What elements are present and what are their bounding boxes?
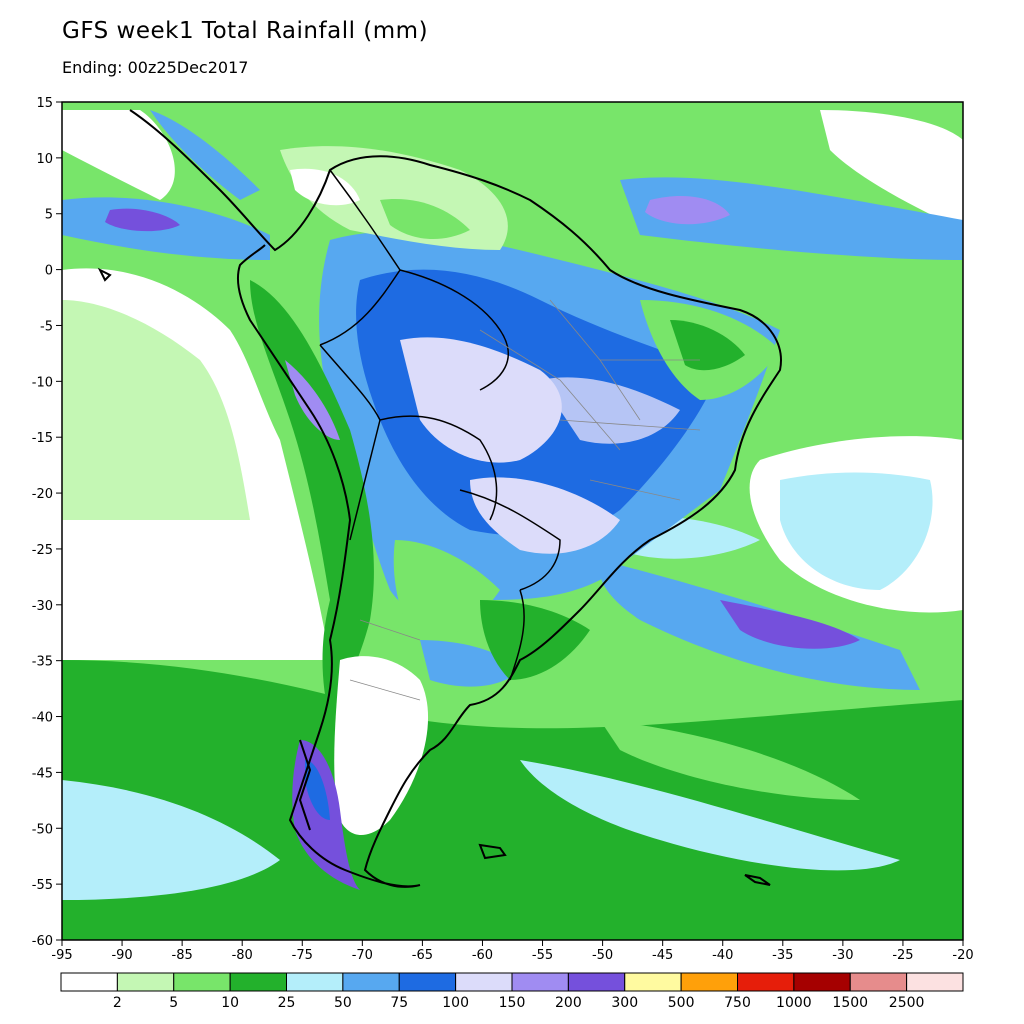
x-tick-label: -90 bbox=[111, 948, 132, 963]
x-tick-label: -20 bbox=[952, 948, 973, 963]
legend-swatch bbox=[680, 972, 738, 992]
legend-label: 200 bbox=[555, 995, 582, 1011]
x-tick-label: -40 bbox=[712, 948, 733, 963]
legend-swatch bbox=[342, 972, 400, 992]
legend-label: 10 bbox=[221, 995, 239, 1011]
legend-label: 150 bbox=[499, 995, 526, 1011]
legend-label: 1500 bbox=[832, 995, 868, 1011]
y-tick-label: -25 bbox=[32, 543, 53, 558]
legend-label: 2500 bbox=[889, 995, 925, 1011]
y-tick-label: 15 bbox=[36, 96, 53, 111]
y-tick-label: 0 bbox=[45, 264, 53, 279]
legend-label: 100 bbox=[442, 995, 469, 1011]
legend-swatch bbox=[455, 972, 513, 992]
legend-label: 2 bbox=[113, 995, 122, 1011]
y-axis-ticks: 15 10 5 0 -5 -10 -15 -20 -25 -30 -35 -40 -45 -50 -55 -6… bbox=[32, 96, 62, 949]
legend-swatch bbox=[60, 972, 118, 992]
y-tick-label: -10 bbox=[32, 375, 53, 390]
y-tick-label: -5 bbox=[40, 319, 53, 334]
legend-label: 300 bbox=[611, 995, 638, 1011]
x-tick-label: -50 bbox=[592, 948, 613, 963]
state-borders bbox=[349, 299, 701, 701]
legend-swatch bbox=[173, 972, 231, 992]
y-tick-label: -35 bbox=[32, 655, 53, 670]
rainfall-field bbox=[62, 102, 963, 940]
legend-swatch bbox=[849, 972, 908, 992]
legend-label: 50 bbox=[334, 995, 352, 1011]
legend-label: 5 bbox=[169, 995, 178, 1011]
country-borders bbox=[319, 169, 561, 681]
legend-label: 75 bbox=[390, 995, 408, 1011]
map-subtitle: Ending: 00z25Dec2017 bbox=[62, 58, 249, 77]
map-frame bbox=[61, 101, 964, 941]
legend-label: 25 bbox=[278, 995, 296, 1011]
x-tick-label: -45 bbox=[652, 948, 673, 963]
y-tick-label: -40 bbox=[32, 711, 53, 726]
legend-swatch bbox=[737, 972, 795, 992]
y-tick-label: -60 bbox=[32, 934, 53, 949]
x-tick-label: -35 bbox=[772, 948, 793, 963]
y-tick-label: -50 bbox=[32, 822, 53, 837]
y-tick-label: 5 bbox=[45, 208, 53, 223]
x-tick-label: -80 bbox=[232, 948, 253, 963]
legend-swatch bbox=[511, 972, 569, 992]
legend-swatch bbox=[906, 972, 964, 992]
x-tick-label: -95 bbox=[51, 948, 72, 963]
y-tick-label: -45 bbox=[32, 766, 53, 781]
color-legend: 2 5 10 25 50 75 100 150 200 300 500 750 1000 1500 2500 bbox=[60, 972, 964, 1011]
legend-swatch bbox=[116, 972, 175, 992]
x-tick-label: -25 bbox=[892, 948, 913, 963]
x-tick-label: -85 bbox=[172, 948, 193, 963]
x-tick-label: -55 bbox=[532, 948, 553, 963]
legend-swatch bbox=[286, 972, 344, 992]
y-tick-label: -30 bbox=[32, 599, 53, 614]
legend-swatch bbox=[229, 972, 287, 992]
x-tick-label: -30 bbox=[832, 948, 853, 963]
x-axis-ticks: -95 -90 -85 -80 -75 -70 -65 -60 -55 -50 -45 -40 -35 -… bbox=[51, 940, 974, 963]
x-tick-label: -75 bbox=[292, 948, 313, 963]
legend-label: 500 bbox=[668, 995, 695, 1011]
legend-swatch bbox=[624, 972, 682, 992]
legend-label: 1000 bbox=[776, 995, 812, 1011]
x-tick-label: -60 bbox=[472, 948, 493, 963]
legend-swatch bbox=[567, 972, 626, 992]
y-tick-label: 10 bbox=[36, 152, 53, 167]
legend-label: 750 bbox=[724, 995, 751, 1011]
map-title: GFS week1 Total Rainfall (mm) bbox=[62, 18, 429, 44]
y-tick-label: -20 bbox=[32, 487, 53, 502]
legend-swatch bbox=[398, 972, 457, 992]
legend-swatch bbox=[793, 972, 851, 992]
x-tick-label: -65 bbox=[412, 948, 433, 963]
y-tick-label: -15 bbox=[32, 431, 53, 446]
x-tick-label: -70 bbox=[352, 948, 373, 963]
y-tick-label: -55 bbox=[32, 878, 53, 893]
